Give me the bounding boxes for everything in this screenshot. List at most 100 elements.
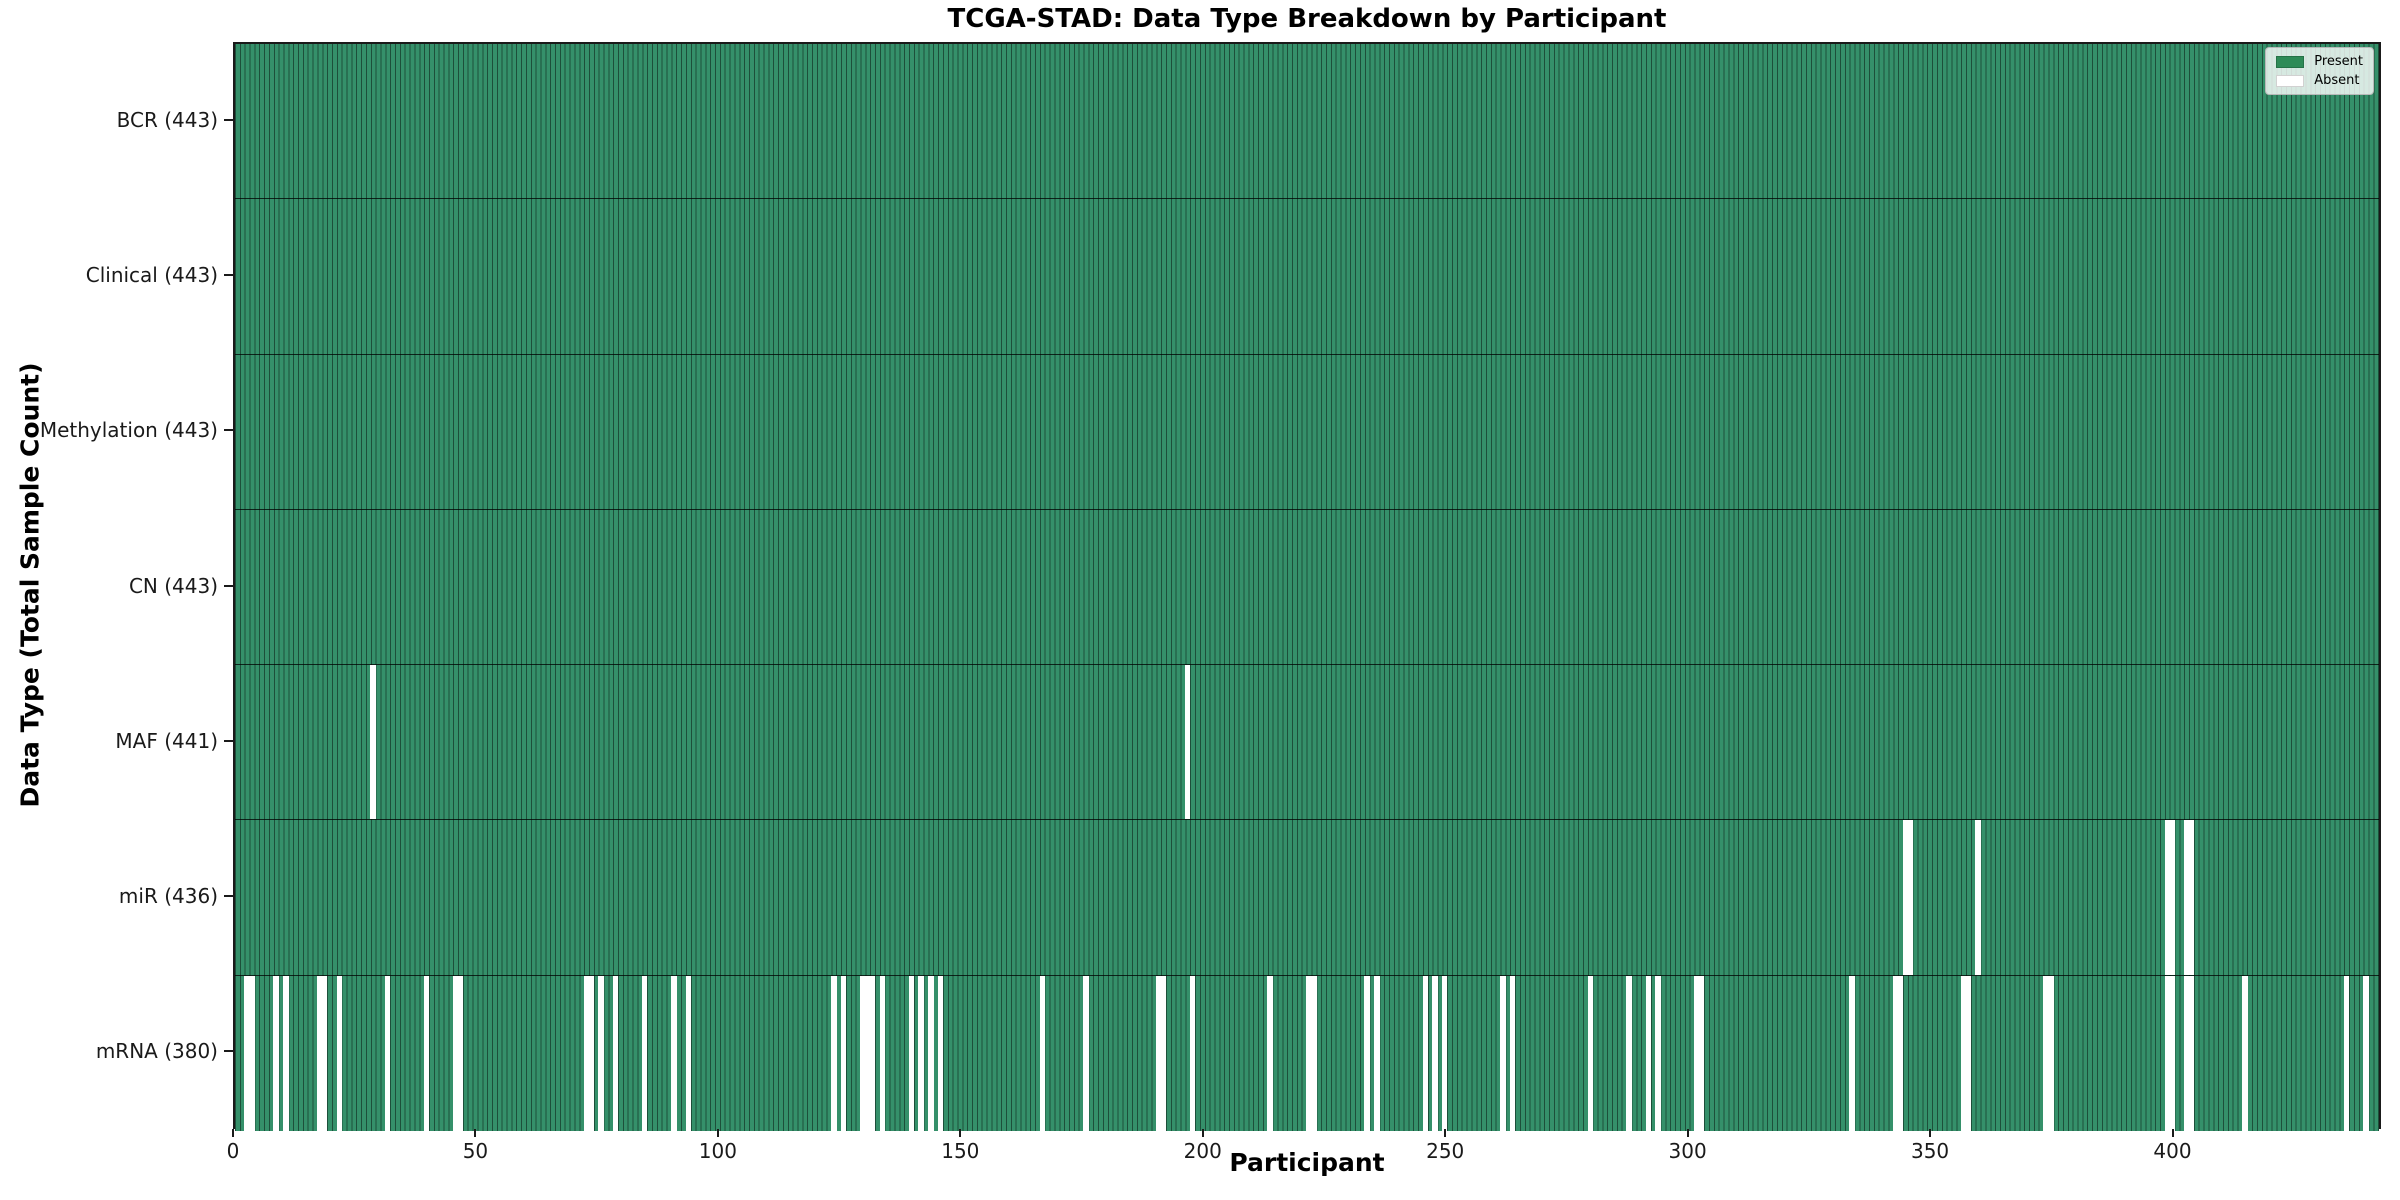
absent-cell <box>2343 975 2350 1131</box>
legend-label: Present <box>2314 54 2363 69</box>
absent-cell <box>452 975 459 1131</box>
absent-cell <box>244 975 250 1131</box>
absent-cell <box>1897 975 1904 1131</box>
heatmap-row-maf <box>235 665 2379 821</box>
x-tick-mark <box>2171 1129 2174 1137</box>
absent-cell <box>2164 820 2170 975</box>
heatmap-row-mrna <box>235 975 2379 1131</box>
y-tick-mark <box>224 1050 233 1053</box>
y-tick-label-maf: MAF (441) <box>115 728 218 753</box>
absent-cell <box>1849 975 1855 1131</box>
absent-cell <box>1083 975 1089 1131</box>
x-tick-mark <box>716 1129 719 1137</box>
heatmap-row-mir <box>235 820 2379 976</box>
absent-cell <box>583 975 590 1131</box>
absent-cell <box>2363 975 2369 1131</box>
absent-cell <box>1442 975 1448 1131</box>
absent-cell <box>1699 975 1705 1131</box>
absent-cell <box>937 975 944 1131</box>
y-tick-label-clinical: Clinical (443) <box>85 262 218 287</box>
x-tick-label-250: 250 <box>1426 1139 1465 1163</box>
absent-cell <box>1892 975 1899 1131</box>
absent-cell <box>423 975 430 1131</box>
legend-label: Absent <box>2314 73 2360 88</box>
absent-cell <box>1960 975 1967 1131</box>
absent-cell <box>1907 820 1913 975</box>
absent-cell <box>370 665 376 820</box>
y-tick-mark <box>224 739 233 742</box>
absent-cell <box>1039 975 1046 1131</box>
heatmap-row-bcr <box>235 44 2379 200</box>
heatmap-row-methylation <box>235 354 2379 510</box>
absent-cell <box>918 975 924 1131</box>
legend-entry-present: Present <box>2276 55 2363 68</box>
absent-cell <box>2242 975 2248 1131</box>
y-tick-label-bcr: BCR (443) <box>116 107 218 132</box>
x-tick-label-400: 400 <box>2153 1139 2192 1163</box>
x-tick-label-200: 200 <box>1183 1139 1222 1163</box>
absent-cell <box>869 975 876 1131</box>
absent-cell <box>385 975 391 1131</box>
absent-cell <box>1267 975 1273 1131</box>
absent-cell <box>2164 975 2170 1131</box>
absent-cell <box>273 975 279 1131</box>
absent-cell <box>1374 975 1380 1131</box>
absent-cell <box>928 975 934 1131</box>
absent-cell <box>2043 975 2049 1131</box>
absent-cell <box>1902 820 1909 975</box>
absent-cell <box>612 975 619 1131</box>
x-tick-label-100: 100 <box>698 1139 737 1163</box>
absent-cell <box>321 975 328 1131</box>
absent-cell <box>2169 975 2175 1131</box>
legend: Present Absent <box>2265 47 2374 95</box>
absent-cell <box>598 975 604 1131</box>
absent-cell <box>1422 975 1429 1131</box>
absent-cell <box>1655 975 1661 1131</box>
absent-cell <box>1364 975 1370 1131</box>
heatmap-row-clinical <box>235 199 2379 355</box>
absent-cell <box>336 975 342 1131</box>
y-tick-mark <box>224 273 233 276</box>
absent-cell <box>2183 820 2190 975</box>
absent-cell <box>283 975 289 1131</box>
y-tick-label-mir: miR (436) <box>118 884 218 909</box>
absent-cell <box>831 975 837 1131</box>
absent-cell <box>2188 820 2195 975</box>
absent-cell <box>1311 975 1317 1131</box>
absent-cell <box>1975 820 1981 975</box>
absent-cell <box>1160 975 1167 1131</box>
absent-cell <box>879 975 886 1131</box>
y-tick-label-cn: CN (443) <box>128 573 218 598</box>
y-tick-mark <box>224 895 233 898</box>
x-tick-mark <box>474 1129 477 1137</box>
y-tick-label-mrna: mRNA (380) <box>95 1039 218 1064</box>
absent-cell <box>1185 665 1191 820</box>
absent-cell <box>908 975 915 1131</box>
chart-title: TCGA-STAD: Data Type Breakdown by Partic… <box>947 4 1667 34</box>
x-tick-label-150: 150 <box>941 1139 980 1163</box>
absent-cell <box>641 975 648 1131</box>
plot-area <box>233 42 2381 1131</box>
absent-cell <box>249 975 255 1131</box>
x-tick-mark <box>959 1129 962 1137</box>
x-tick-label-0: 0 <box>226 1139 240 1163</box>
x-tick-mark <box>232 1129 234 1137</box>
legend-swatch-present <box>2276 55 2305 68</box>
absent-cell <box>1189 975 1196 1131</box>
x-tick-mark <box>1929 1129 1932 1137</box>
absent-cell <box>457 975 464 1131</box>
legend-entry-absent: Absent <box>2276 74 2363 87</box>
x-axis-title: Participant <box>1229 1148 1385 1177</box>
x-tick-label-350: 350 <box>1910 1139 1950 1163</box>
absent-cell <box>840 975 847 1131</box>
legend-swatch-absent <box>2276 74 2305 87</box>
absent-cell <box>1626 975 1632 1131</box>
absent-cell <box>860 975 866 1131</box>
absent-cell <box>1645 975 1652 1131</box>
y-tick-mark <box>224 429 233 432</box>
absent-cell <box>2048 975 2054 1131</box>
absent-cell <box>2169 820 2175 975</box>
absent-cell <box>1587 975 1593 1131</box>
absent-cell <box>2188 975 2195 1131</box>
